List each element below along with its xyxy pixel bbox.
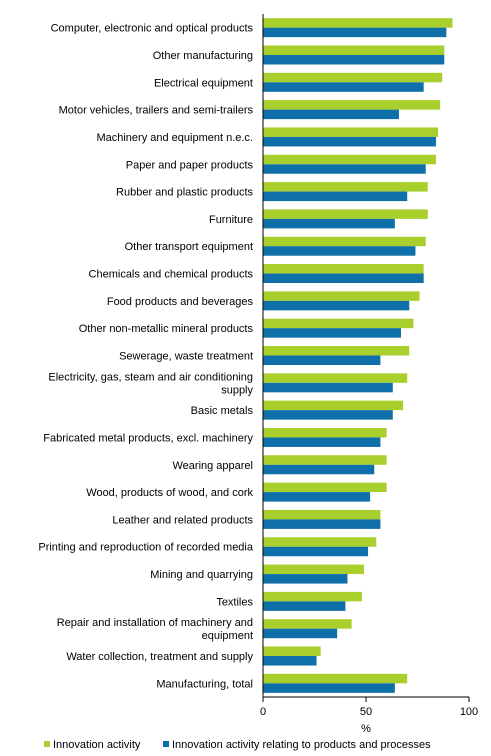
bar-products-processes bbox=[263, 82, 424, 92]
bar-innovation-activity bbox=[263, 318, 414, 329]
bar-innovation-activity bbox=[263, 18, 453, 28]
category-label: Mining and quarrying bbox=[150, 569, 253, 581]
bar-products-processes bbox=[263, 628, 338, 639]
bar-innovation-activity bbox=[263, 673, 408, 684]
bars-group bbox=[263, 18, 453, 693]
bar-innovation-activity bbox=[263, 400, 404, 411]
category-label: Printing and reproduction of recorded me… bbox=[38, 542, 254, 554]
bar-products-processes bbox=[263, 601, 346, 611]
legend-label: Innovation activity bbox=[53, 739, 141, 751]
category-label: Wood, products of wood, and cork bbox=[86, 487, 253, 499]
x-axis-label: % bbox=[361, 723, 371, 735]
bar-innovation-activity bbox=[263, 72, 443, 83]
bar-products-processes bbox=[263, 437, 381, 447]
x-tick-label: 100 bbox=[460, 706, 478, 718]
bar-products-processes bbox=[263, 382, 393, 393]
bar-products-processes bbox=[263, 27, 447, 38]
bar-products-processes bbox=[263, 574, 348, 584]
category-label: Furniture bbox=[209, 214, 253, 226]
bar-innovation-activity bbox=[263, 455, 387, 465]
bar-products-processes bbox=[263, 546, 369, 557]
category-label: Water collection, treatment and supply bbox=[66, 651, 253, 663]
bar-innovation-activity bbox=[263, 564, 364, 575]
category-label: Food products and beverages bbox=[107, 296, 254, 308]
category-label: Chemicals and chemical products bbox=[89, 269, 254, 281]
category-label: Motor vehicles, trailers and semi-traile… bbox=[59, 105, 254, 117]
category-label: Sewerage, waste treatment bbox=[119, 351, 253, 363]
category-label: Leather and related products bbox=[112, 514, 253, 526]
bar-innovation-activity bbox=[263, 182, 428, 192]
bar-products-processes bbox=[263, 464, 375, 475]
bar-products-processes bbox=[263, 136, 437, 147]
category-label: Basic metals bbox=[191, 405, 254, 417]
category-label: Textiles bbox=[216, 596, 253, 608]
category-label: Wearing apparel bbox=[172, 460, 253, 472]
category-label: Other transport equipment bbox=[125, 241, 253, 253]
category-label: Electricity, gas, steam and air conditio… bbox=[48, 371, 253, 396]
category-label: Paper and paper products bbox=[126, 159, 254, 171]
bar-products-processes bbox=[263, 683, 395, 693]
x-tick-label: 50 bbox=[360, 706, 372, 718]
bar-innovation-activity bbox=[263, 346, 410, 356]
bar-innovation-activity bbox=[263, 209, 428, 219]
bar-innovation-activity bbox=[263, 619, 352, 629]
bar-products-processes bbox=[263, 273, 424, 284]
bar-products-processes bbox=[263, 218, 395, 229]
category-label: Other non-metallic mineral products bbox=[79, 323, 254, 335]
bar-innovation-activity bbox=[263, 45, 445, 55]
bar-products-processes bbox=[263, 164, 426, 174]
x-tick-label: 0 bbox=[260, 706, 266, 718]
bar-innovation-activity bbox=[263, 427, 387, 438]
bar-products-processes bbox=[263, 519, 381, 529]
bar-products-processes bbox=[263, 656, 317, 666]
category-label: Manufacturing, total bbox=[156, 678, 253, 690]
bar-innovation-activity bbox=[263, 591, 362, 602]
bar-products-processes bbox=[263, 191, 408, 202]
bar-products-processes bbox=[263, 109, 399, 120]
bar-innovation-activity bbox=[263, 482, 387, 493]
bar-innovation-activity bbox=[263, 264, 424, 274]
bar-products-processes bbox=[263, 492, 371, 502]
bar-innovation-activity bbox=[263, 100, 441, 110]
bar-innovation-activity bbox=[263, 127, 439, 137]
legend: Innovation activity Innovation activity r… bbox=[44, 739, 431, 751]
category-label: Computer, electronic and optical product… bbox=[51, 23, 254, 35]
bar-innovation-activity bbox=[263, 537, 377, 547]
category-label: Electrical equipment bbox=[154, 77, 253, 89]
bar-products-processes bbox=[263, 54, 445, 65]
bar-products-processes bbox=[263, 355, 381, 365]
legend-label: Innovation activity relating to products… bbox=[172, 739, 431, 751]
legend-swatch bbox=[44, 741, 50, 747]
bar-products-processes bbox=[263, 246, 416, 256]
category-labels: Computer, electronic and optical product… bbox=[38, 23, 254, 691]
bar-innovation-activity bbox=[263, 509, 381, 520]
legend-swatch bbox=[163, 741, 169, 747]
bar-innovation-activity bbox=[263, 291, 420, 301]
category-label: Machinery and equipment n.e.c. bbox=[96, 132, 253, 144]
bar-products-processes bbox=[263, 410, 393, 420]
category-label: Rubber and plastic products bbox=[116, 187, 253, 199]
category-label: Repair and installation of machinery and… bbox=[57, 617, 253, 642]
category-label: Other manufacturing bbox=[153, 50, 253, 62]
category-label: Fabricated metal products, excl. machine… bbox=[43, 432, 253, 444]
bar-innovation-activity bbox=[263, 373, 408, 383]
x-axis-ticks: 0 50 100 bbox=[260, 697, 478, 718]
bar-products-processes bbox=[263, 328, 402, 338]
bar-innovation-activity bbox=[263, 646, 321, 657]
bar-innovation-activity bbox=[263, 154, 437, 165]
bar-innovation-activity bbox=[263, 236, 426, 247]
bar-products-processes bbox=[263, 300, 410, 311]
